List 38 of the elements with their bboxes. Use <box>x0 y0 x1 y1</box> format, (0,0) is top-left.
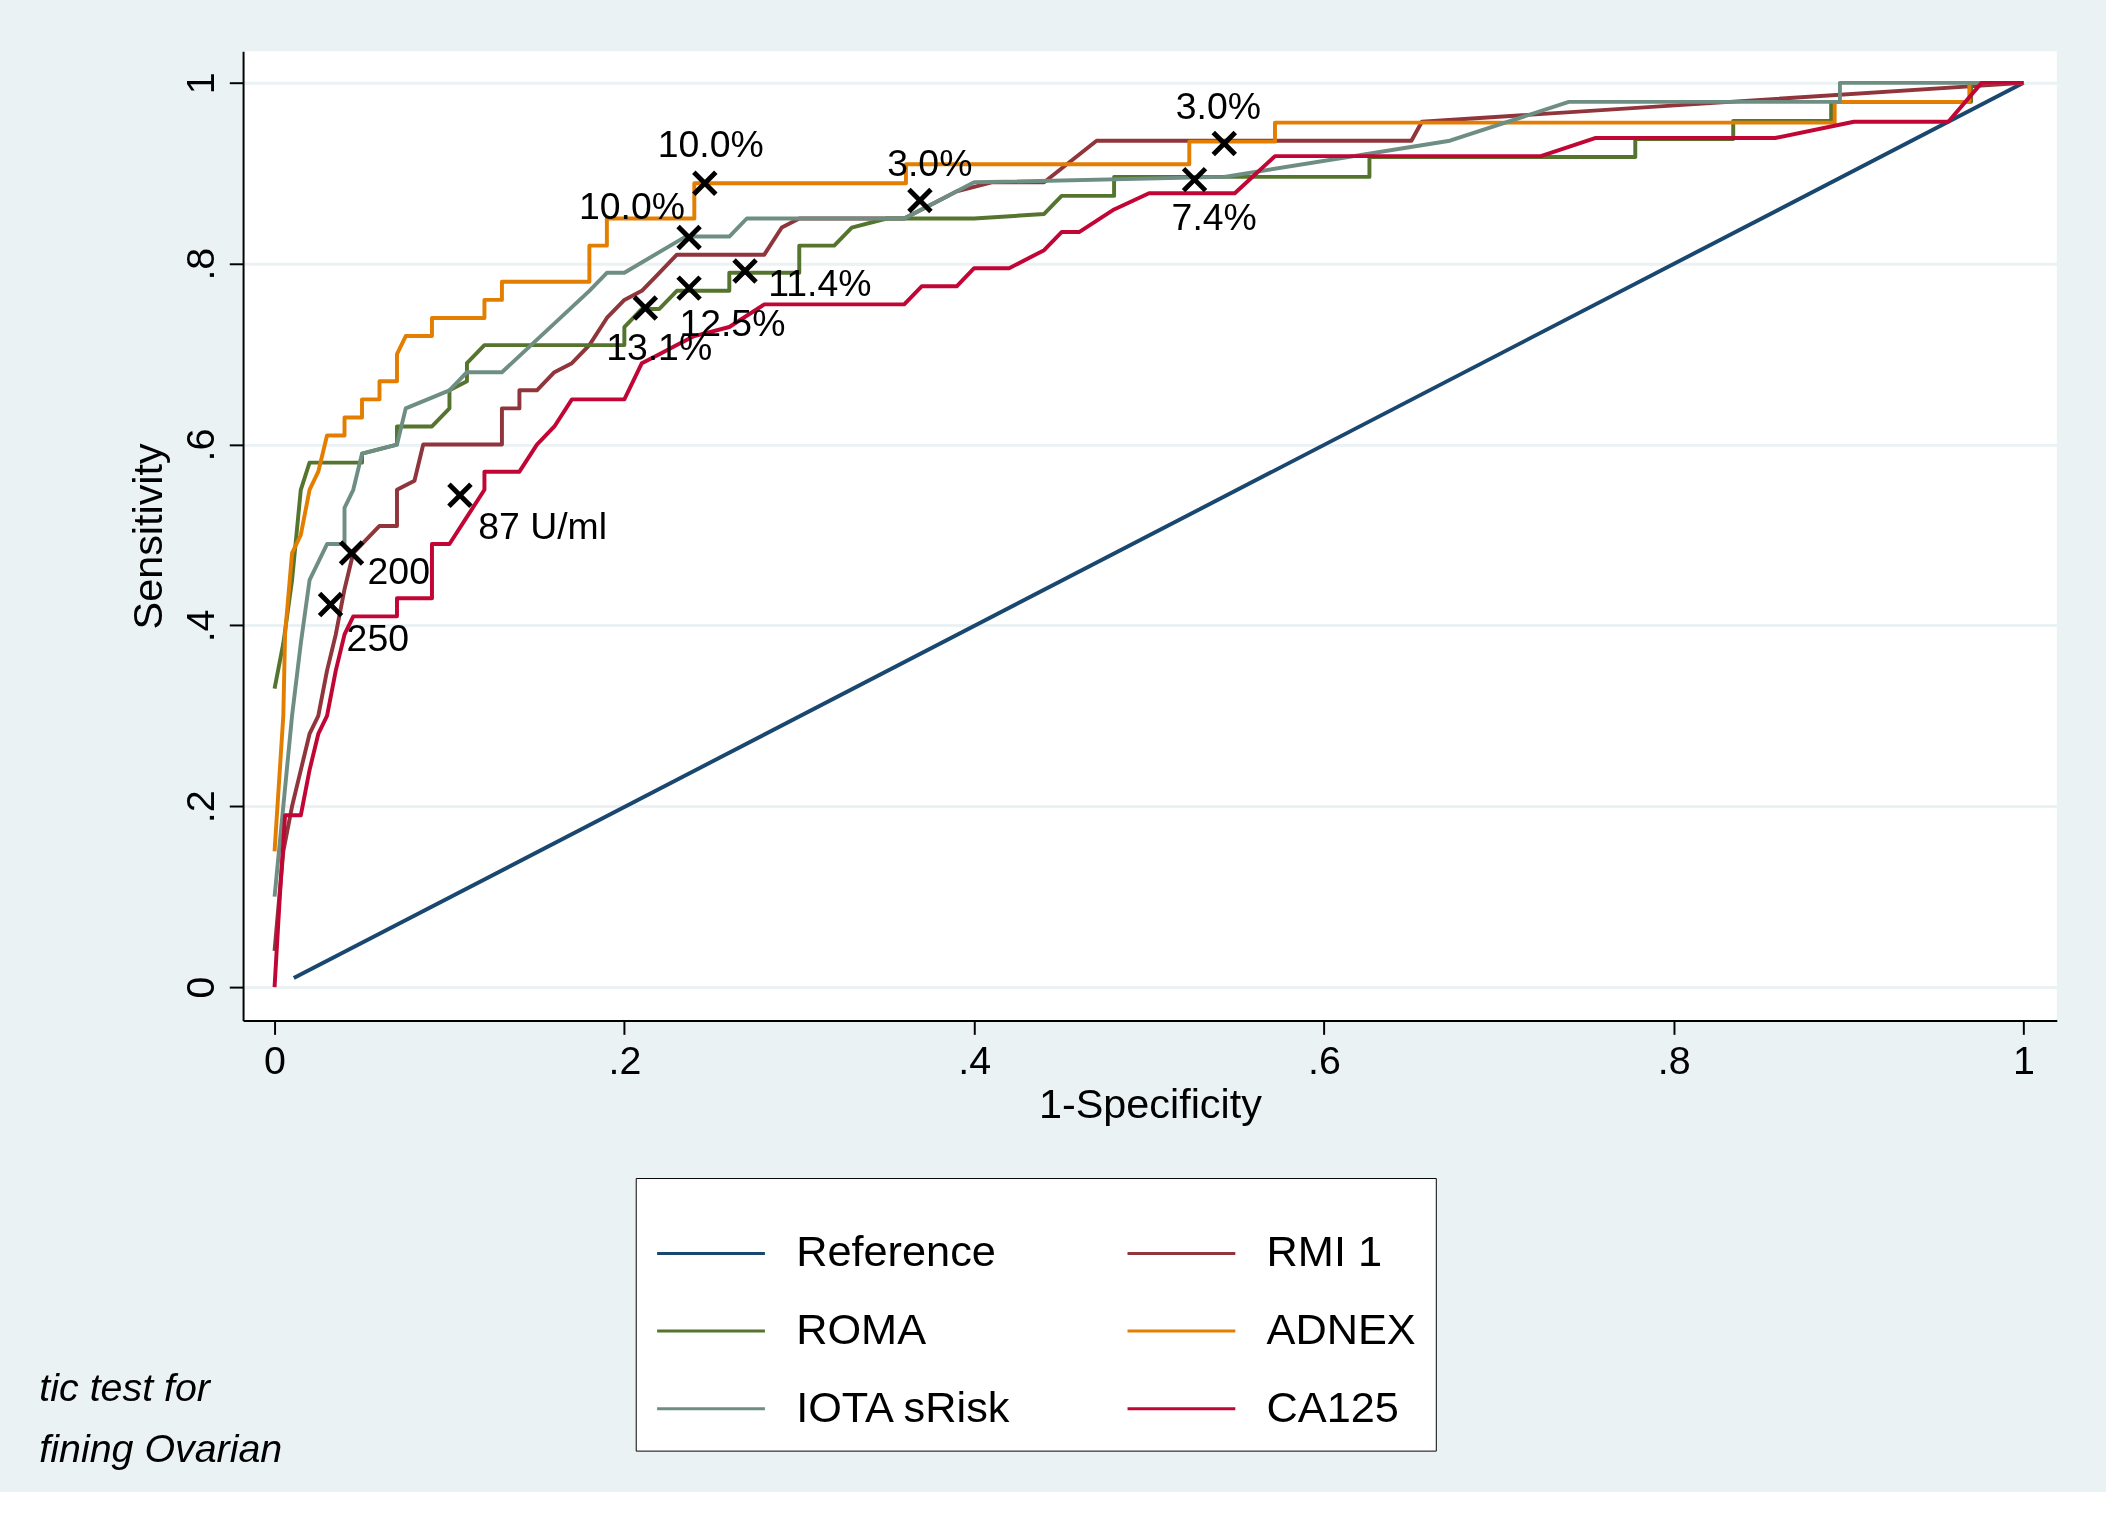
y-tick-label: 1 <box>178 72 223 95</box>
x-tick-label: .4 <box>958 1038 992 1083</box>
annotation: 87 U/ml <box>478 505 608 548</box>
y-tick-label: 0 <box>178 976 223 999</box>
annotation: 3.0% <box>1175 84 1261 127</box>
y-axis-title: Sensitivity <box>124 443 171 630</box>
y-tick-label: .4 <box>178 609 223 643</box>
legend-label: CA125 <box>1266 1382 1399 1431</box>
point <box>1210 129 1238 157</box>
y-tick-label: .2 <box>178 790 223 824</box>
point <box>446 481 474 509</box>
point <box>1181 166 1208 194</box>
annotation: 11.4% <box>768 261 872 304</box>
point <box>731 257 759 285</box>
y-tick-label: .6 <box>178 428 223 462</box>
legend-label: ROMA <box>796 1304 927 1353</box>
annotation: 7.4% <box>1171 195 1257 238</box>
x-axis-title: 1-Specificity <box>1039 1081 1263 1128</box>
annotation: 10.0% <box>579 184 685 227</box>
point <box>317 591 344 619</box>
point <box>675 274 703 302</box>
point <box>691 169 719 197</box>
legend-label: Reference <box>796 1227 996 1276</box>
x-tick-label: 1 <box>2013 1038 2035 1083</box>
annotation: 200 <box>367 549 430 592</box>
x-tick-label: .8 <box>1657 1038 1691 1083</box>
annotation: 10.0% <box>657 122 764 165</box>
legend-label: IOTA sRisk <box>796 1382 1010 1431</box>
x-tick-label: .6 <box>1308 1038 1341 1083</box>
legend-label: RMI 1 <box>1266 1227 1383 1276</box>
annotation: 250 <box>346 616 409 659</box>
x-tick-label: 0 <box>264 1038 286 1083</box>
text: fining Ovarian <box>39 1426 283 1471</box>
text: tic test for <box>39 1365 212 1410</box>
x-tick-label: .2 <box>608 1038 642 1083</box>
legend-label: ADNEX <box>1266 1304 1416 1353</box>
point <box>906 186 934 214</box>
y-tick-label: .8 <box>178 247 223 281</box>
